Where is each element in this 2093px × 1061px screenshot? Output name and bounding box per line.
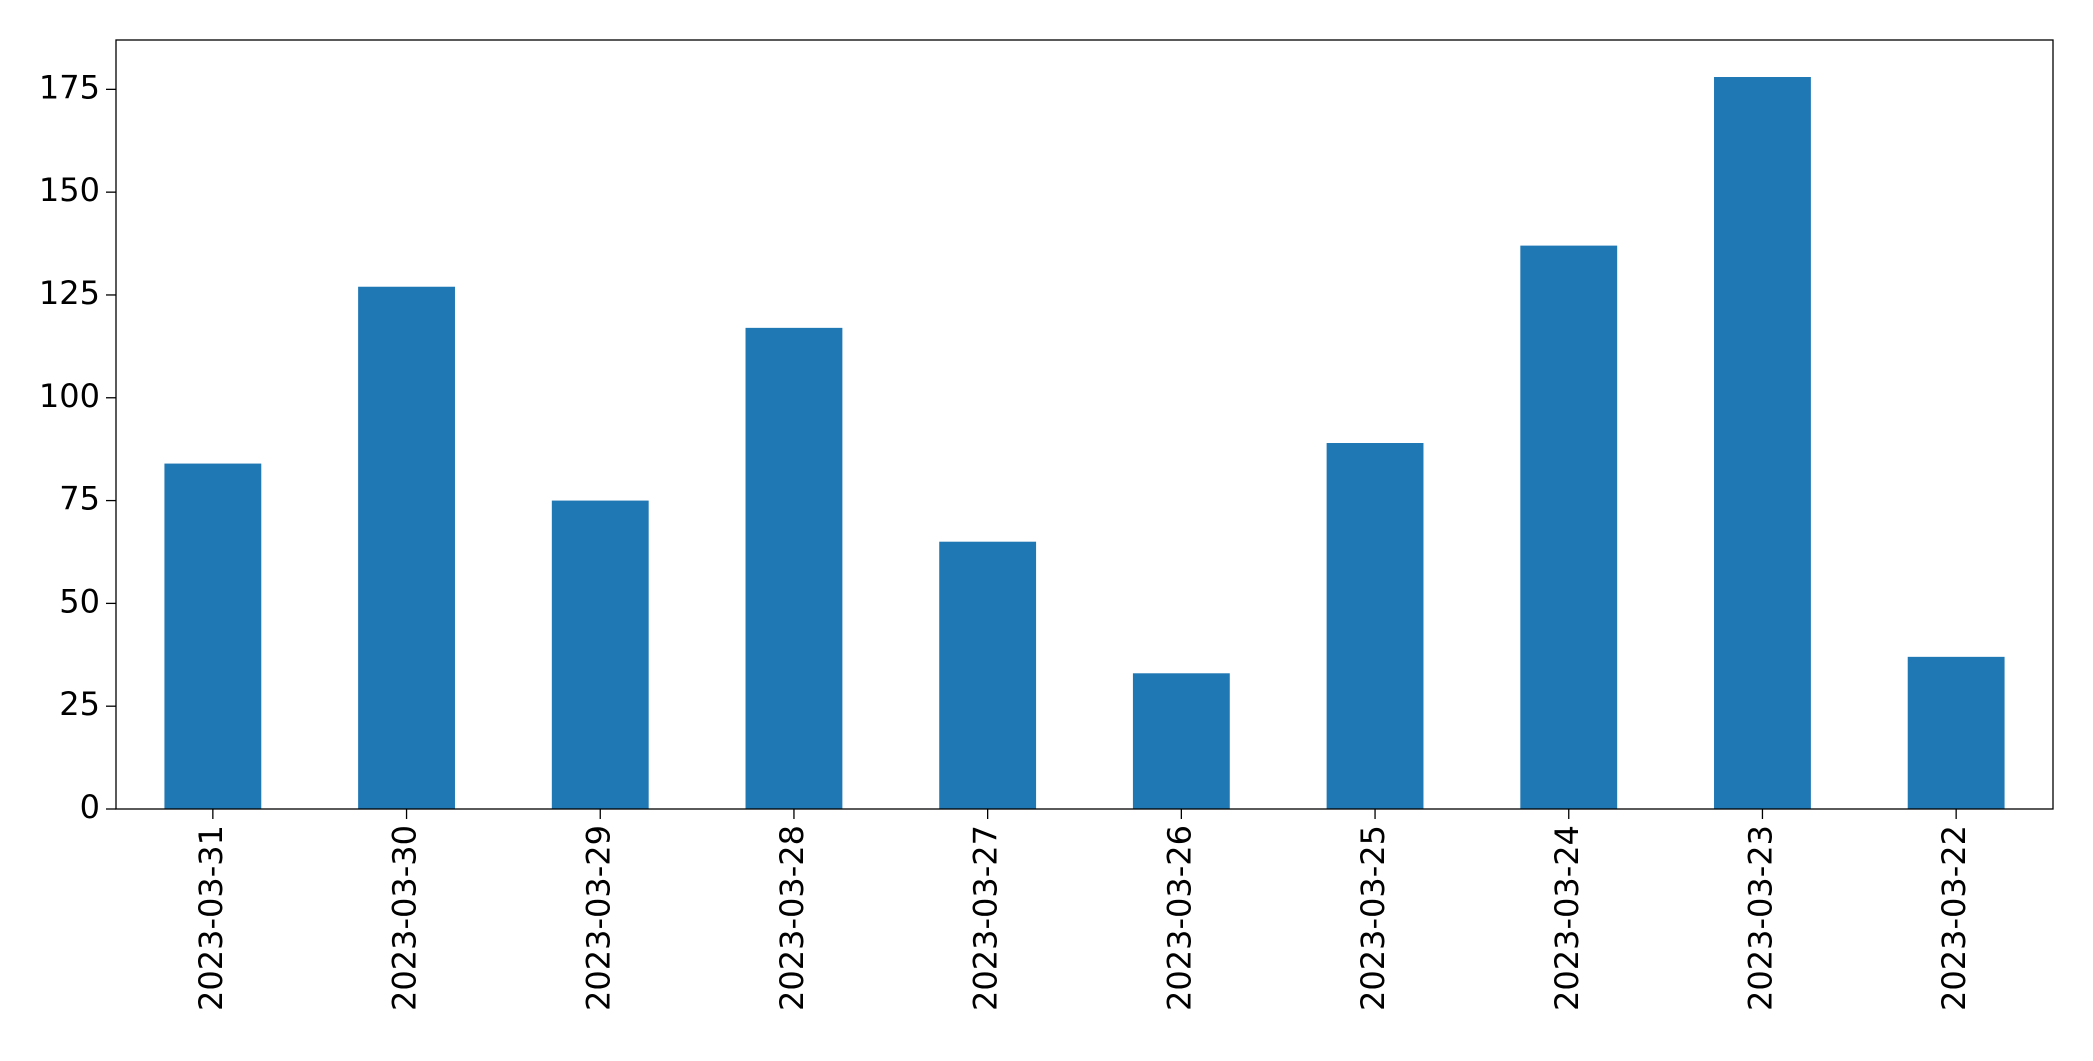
y-tick-label: 75 (59, 480, 100, 518)
y-tick-label: 150 (39, 171, 100, 209)
bar (745, 327, 843, 809)
y-tick-label: 175 (39, 68, 100, 106)
bar (1132, 673, 1230, 809)
x-tick-label: 2023-03-22 (1935, 825, 1973, 1011)
y-tick-label: 25 (59, 685, 100, 723)
bar (1714, 77, 1811, 810)
plot-frame (115, 39, 2054, 810)
bar (164, 463, 262, 809)
x-tick-label: 2023-03-27 (967, 825, 1005, 1011)
bar (551, 500, 649, 809)
x-tick-label: 2023-03-31 (192, 825, 230, 1011)
x-tick-label: 2023-03-24 (1548, 825, 1586, 1011)
bar (1907, 656, 2005, 809)
bar (1520, 245, 1618, 809)
x-tick-label: 2023-03-28 (773, 825, 811, 1011)
y-tick-label: 125 (39, 274, 100, 312)
bar (1326, 443, 1424, 809)
x-tick-label: 2023-03-30 (386, 825, 424, 1011)
y-tick-label: 0 (80, 788, 100, 826)
x-tick-label: 2023-03-26 (1160, 825, 1198, 1011)
bar (358, 286, 455, 809)
x-tick-label: 2023-03-23 (1741, 825, 1779, 1011)
x-tick-label: 2023-03-29 (579, 825, 617, 1011)
y-tick-label: 50 (59, 582, 100, 620)
y-tick-label: 100 (39, 377, 100, 415)
x-tick-label: 2023-03-25 (1354, 825, 1392, 1011)
bar (939, 541, 1037, 809)
